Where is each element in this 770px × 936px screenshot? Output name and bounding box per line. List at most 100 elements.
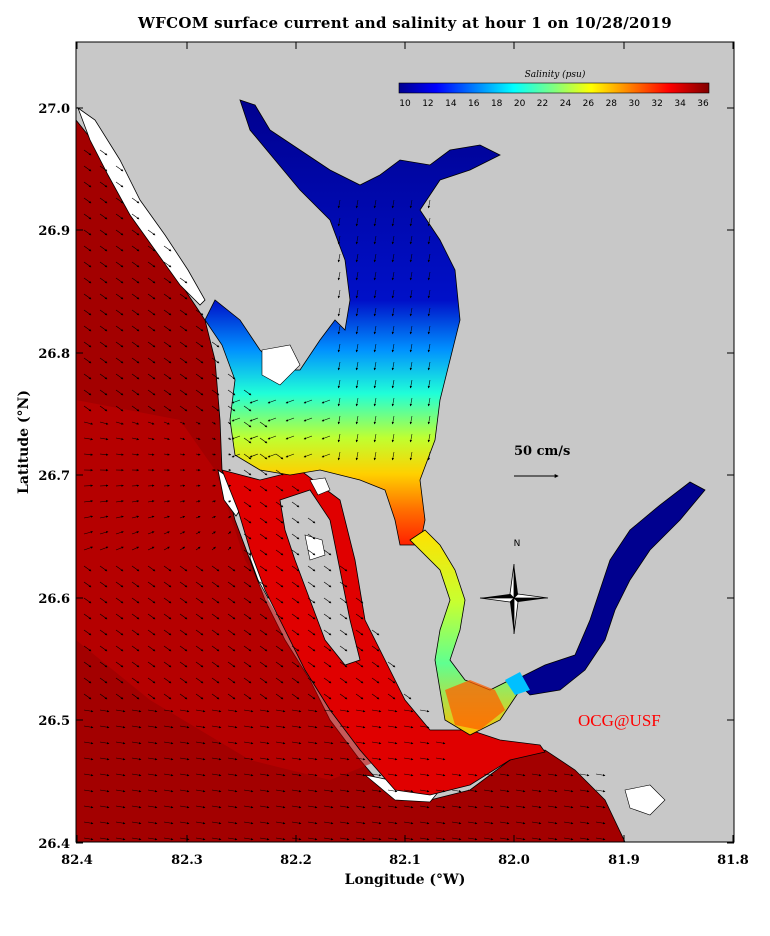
current-vector	[259, 661, 268, 668]
current-vector	[83, 293, 92, 300]
current-vector	[99, 261, 108, 268]
current-vector	[259, 453, 268, 460]
current-vector	[227, 565, 236, 572]
current-vector	[355, 235, 359, 245]
current-vector	[211, 546, 216, 551]
gulf-water-inner	[76, 400, 380, 780]
current-vector	[83, 197, 92, 204]
current-vector	[323, 549, 332, 556]
current-vector	[259, 645, 268, 652]
current-vector	[243, 741, 254, 745]
current-vector	[307, 645, 316, 652]
current-vector	[115, 515, 124, 519]
credit-label: OCG@USF	[578, 711, 661, 730]
current-vector	[211, 453, 216, 456]
current-vector	[275, 821, 286, 825]
current-vector	[427, 271, 431, 281]
current-vector	[267, 435, 277, 440]
current-vector	[291, 501, 300, 508]
current-vector	[163, 677, 172, 684]
current-vector	[387, 773, 398, 777]
current-vectors	[83, 149, 606, 841]
current-vector	[211, 757, 222, 761]
current-vector	[99, 405, 108, 412]
x-tick-label: 82.2	[280, 853, 312, 868]
current-vector	[211, 805, 222, 809]
current-vector	[259, 517, 268, 524]
current-vector	[83, 357, 92, 364]
current-vector	[371, 757, 382, 761]
current-vector	[147, 325, 156, 332]
current-vector	[391, 343, 395, 353]
current-vector	[131, 229, 140, 236]
colorbar-tick-label: 30	[629, 99, 641, 109]
current-vector	[163, 293, 172, 300]
current-vector	[427, 289, 431, 299]
current-vector	[163, 453, 170, 456]
current-vector	[531, 837, 542, 841]
current-vector	[211, 565, 220, 572]
current-vector	[211, 693, 220, 700]
current-vector	[211, 741, 222, 745]
current-vector	[131, 677, 140, 684]
current-vector	[179, 546, 186, 551]
current-vector	[339, 821, 350, 825]
current-vector	[419, 821, 430, 825]
current-vector	[339, 629, 348, 636]
current-vector	[163, 357, 172, 364]
current-vector	[83, 725, 94, 729]
current-vector	[259, 533, 268, 540]
current-vector	[179, 629, 188, 636]
current-vector	[307, 821, 318, 825]
current-vector	[99, 805, 110, 809]
current-vector	[339, 837, 350, 841]
current-vector	[83, 373, 92, 380]
current-vector	[291, 741, 302, 745]
current-vector	[323, 805, 334, 809]
current-vector	[227, 709, 238, 713]
current-vector	[373, 433, 377, 443]
current-vector	[243, 389, 252, 396]
current-vector	[211, 421, 216, 425]
current-vector	[499, 821, 510, 825]
colorbar-tick-label: 14	[445, 99, 457, 109]
current-vector	[275, 485, 284, 492]
current-vector	[115, 181, 124, 188]
current-vector	[563, 837, 574, 841]
current-vector	[115, 405, 124, 412]
current-vector	[195, 546, 201, 551]
current-vector	[99, 149, 108, 156]
current-vector	[435, 757, 446, 761]
current-vector	[371, 789, 382, 793]
current-vector	[83, 661, 92, 668]
current-vector	[83, 613, 92, 620]
current-vector	[131, 515, 140, 519]
current-vector	[211, 581, 220, 588]
current-vector	[387, 805, 398, 809]
current-vector	[115, 597, 124, 604]
current-vector	[307, 837, 318, 841]
current-vector	[259, 837, 270, 841]
current-vector	[243, 773, 254, 777]
current-vector	[131, 309, 140, 316]
current-vector	[211, 613, 220, 620]
current-vector	[275, 453, 284, 460]
current-vector	[259, 629, 268, 636]
current-vector	[275, 597, 284, 604]
current-vector	[195, 789, 206, 793]
current-vector	[179, 709, 190, 713]
current-vector	[115, 821, 126, 825]
current-vector	[115, 245, 124, 252]
current-vector	[115, 805, 126, 809]
current-vector	[579, 821, 590, 825]
current-vector	[307, 661, 316, 668]
current-vector	[249, 453, 259, 458]
scale-vector: 50 cm/s	[514, 444, 570, 478]
current-vector	[99, 309, 108, 316]
current-vector	[391, 397, 395, 407]
current-vector	[355, 253, 359, 263]
current-vector	[579, 789, 590, 793]
current-vector	[115, 546, 124, 551]
current-vector	[99, 373, 108, 380]
current-vector	[147, 373, 156, 380]
